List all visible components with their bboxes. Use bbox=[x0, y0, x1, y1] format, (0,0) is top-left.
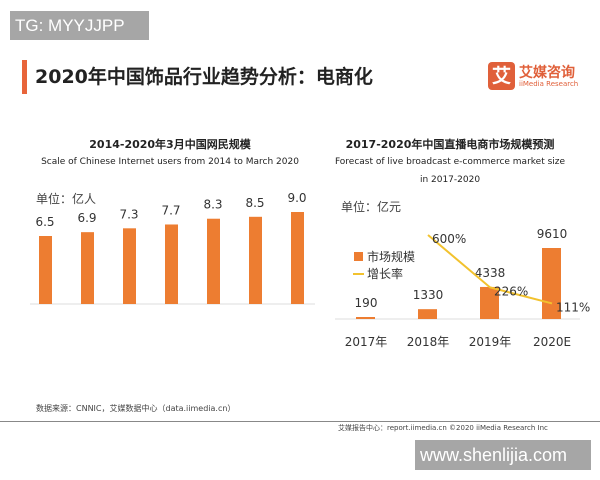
chart1-bar bbox=[165, 224, 178, 304]
chart2-unit: 单位：亿元 bbox=[341, 200, 402, 214]
title-accent-bar bbox=[22, 60, 27, 94]
chart1-data-label: 7.3 bbox=[119, 207, 138, 221]
chart2-bar-label: 190 bbox=[355, 296, 378, 310]
chart2-growth-line bbox=[427, 234, 553, 305]
chart1-bar bbox=[207, 218, 220, 304]
chart1-data-label: 8.5 bbox=[245, 196, 264, 210]
chart2-subtitle-2: in 2017-2020 bbox=[419, 175, 481, 185]
chart2-x-tick: 2020E bbox=[533, 335, 571, 349]
chart2-x-tick: 2019年 bbox=[469, 335, 512, 349]
legend-bar-label: 市场规模 bbox=[367, 249, 415, 264]
chart1-bar bbox=[291, 212, 304, 304]
chart1-bar bbox=[249, 216, 262, 304]
chart2-bar bbox=[418, 309, 437, 319]
chart1-bar bbox=[123, 228, 136, 304]
chart1-data-label: 7.7 bbox=[161, 203, 180, 217]
chart2-subtitle: Forecast of live broadcast e-commerce ma… bbox=[334, 157, 566, 167]
logo-icon: 艾 bbox=[488, 62, 515, 90]
chart2-bar-label: 1330 bbox=[413, 288, 444, 302]
chart1-data-label: 9.0 bbox=[287, 191, 306, 205]
logo-name: 艾媒咨询 bbox=[519, 65, 575, 81]
watermark-top: TG: MYYJJPP bbox=[10, 11, 149, 40]
page-title: 2020年中国饰品行业趋势分析：电商化 bbox=[35, 66, 373, 88]
chart2-title: 2017-2020年中国直播电商市场规模预测 bbox=[345, 138, 555, 151]
chart1-unit: 单位：亿人 bbox=[36, 192, 97, 206]
chart1-subtitle: Scale of Chinese Internet users from 201… bbox=[41, 157, 299, 167]
chart1-title: 2014-2020年3月中国网民规模 bbox=[89, 138, 251, 151]
chart2-bar-label: 9610 bbox=[537, 227, 568, 241]
chart2-x-tick: 2017年 bbox=[345, 335, 388, 349]
footer-text: 艾媒报告中心：report.iimedia.cn ©2020 iiMedia R… bbox=[338, 424, 548, 432]
chart2-bar bbox=[356, 317, 375, 319]
chart1-data-label: 6.5 bbox=[35, 215, 54, 229]
legend-bar-swatch bbox=[354, 252, 363, 261]
chart2-line-label: 111% bbox=[556, 300, 590, 314]
chart2-line-label: 226% bbox=[494, 284, 528, 298]
chart2-bar-label: 4338 bbox=[475, 266, 506, 280]
chart1-bar bbox=[81, 232, 94, 304]
source-note: 数据来源：CNNIC，艾媒数据中心（data.iimedia.cn） bbox=[36, 404, 236, 413]
logo-en: iiMedia Research bbox=[519, 80, 579, 88]
chart2-x-tick: 2018年 bbox=[407, 335, 450, 349]
chart1-bar bbox=[39, 236, 52, 304]
chart2-line-label: 600% bbox=[432, 232, 466, 246]
chart1-data-label: 8.3 bbox=[203, 198, 222, 212]
chart1-data-label: 6.9 bbox=[77, 211, 96, 225]
legend-line-label: 增长率 bbox=[367, 266, 403, 281]
footer-divider bbox=[0, 421, 600, 422]
chart2-bar bbox=[480, 286, 499, 319]
watermark-bottom: www.shenlijia.com bbox=[415, 440, 591, 470]
